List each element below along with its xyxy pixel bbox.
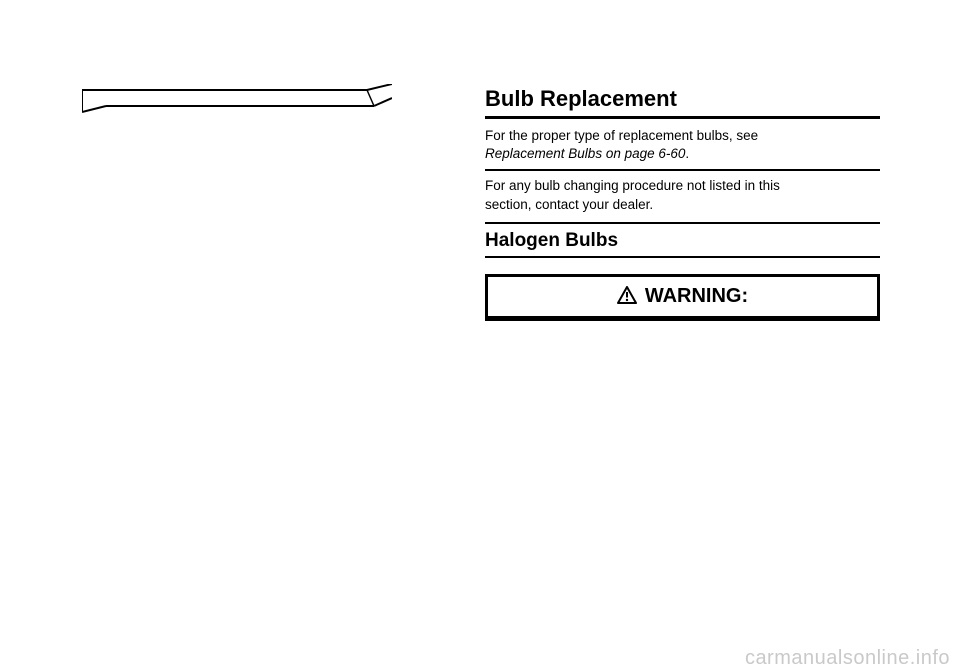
- headlamp-diagram-svg: [82, 84, 392, 114]
- warning-triangle-icon: [617, 286, 637, 307]
- body2-line2: section, contact your dealer.: [485, 197, 653, 212]
- intro-text-line1: For the proper type of replacement bulbs…: [485, 128, 758, 143]
- left-column: [82, 84, 477, 114]
- warning-header: WARNING:: [488, 277, 877, 318]
- subheading-halogen-bulbs: Halogen Bulbs: [485, 222, 880, 258]
- dealer-paragraph: For any bulb changing procedure not list…: [485, 173, 880, 217]
- manual-page: Bulb Replacement For the proper type of …: [0, 0, 960, 672]
- warning-callout: WARNING:: [485, 274, 880, 321]
- section-title-bulb-replacement: Bulb Replacement: [485, 84, 880, 119]
- intro-period: .: [685, 146, 689, 161]
- diagram-fragment: [82, 84, 392, 114]
- horizontal-rule: [485, 169, 880, 171]
- right-column: Bulb Replacement For the proper type of …: [485, 84, 880, 321]
- warning-label-text: WARNING:: [645, 285, 748, 308]
- watermark-text: carmanualsonline.info: [745, 647, 950, 670]
- cross-reference-link[interactable]: Replacement Bulbs on page 6-60: [485, 146, 685, 161]
- body2-line1: For any bulb changing procedure not list…: [485, 178, 780, 193]
- intro-paragraph: For the proper type of replacement bulbs…: [485, 123, 880, 167]
